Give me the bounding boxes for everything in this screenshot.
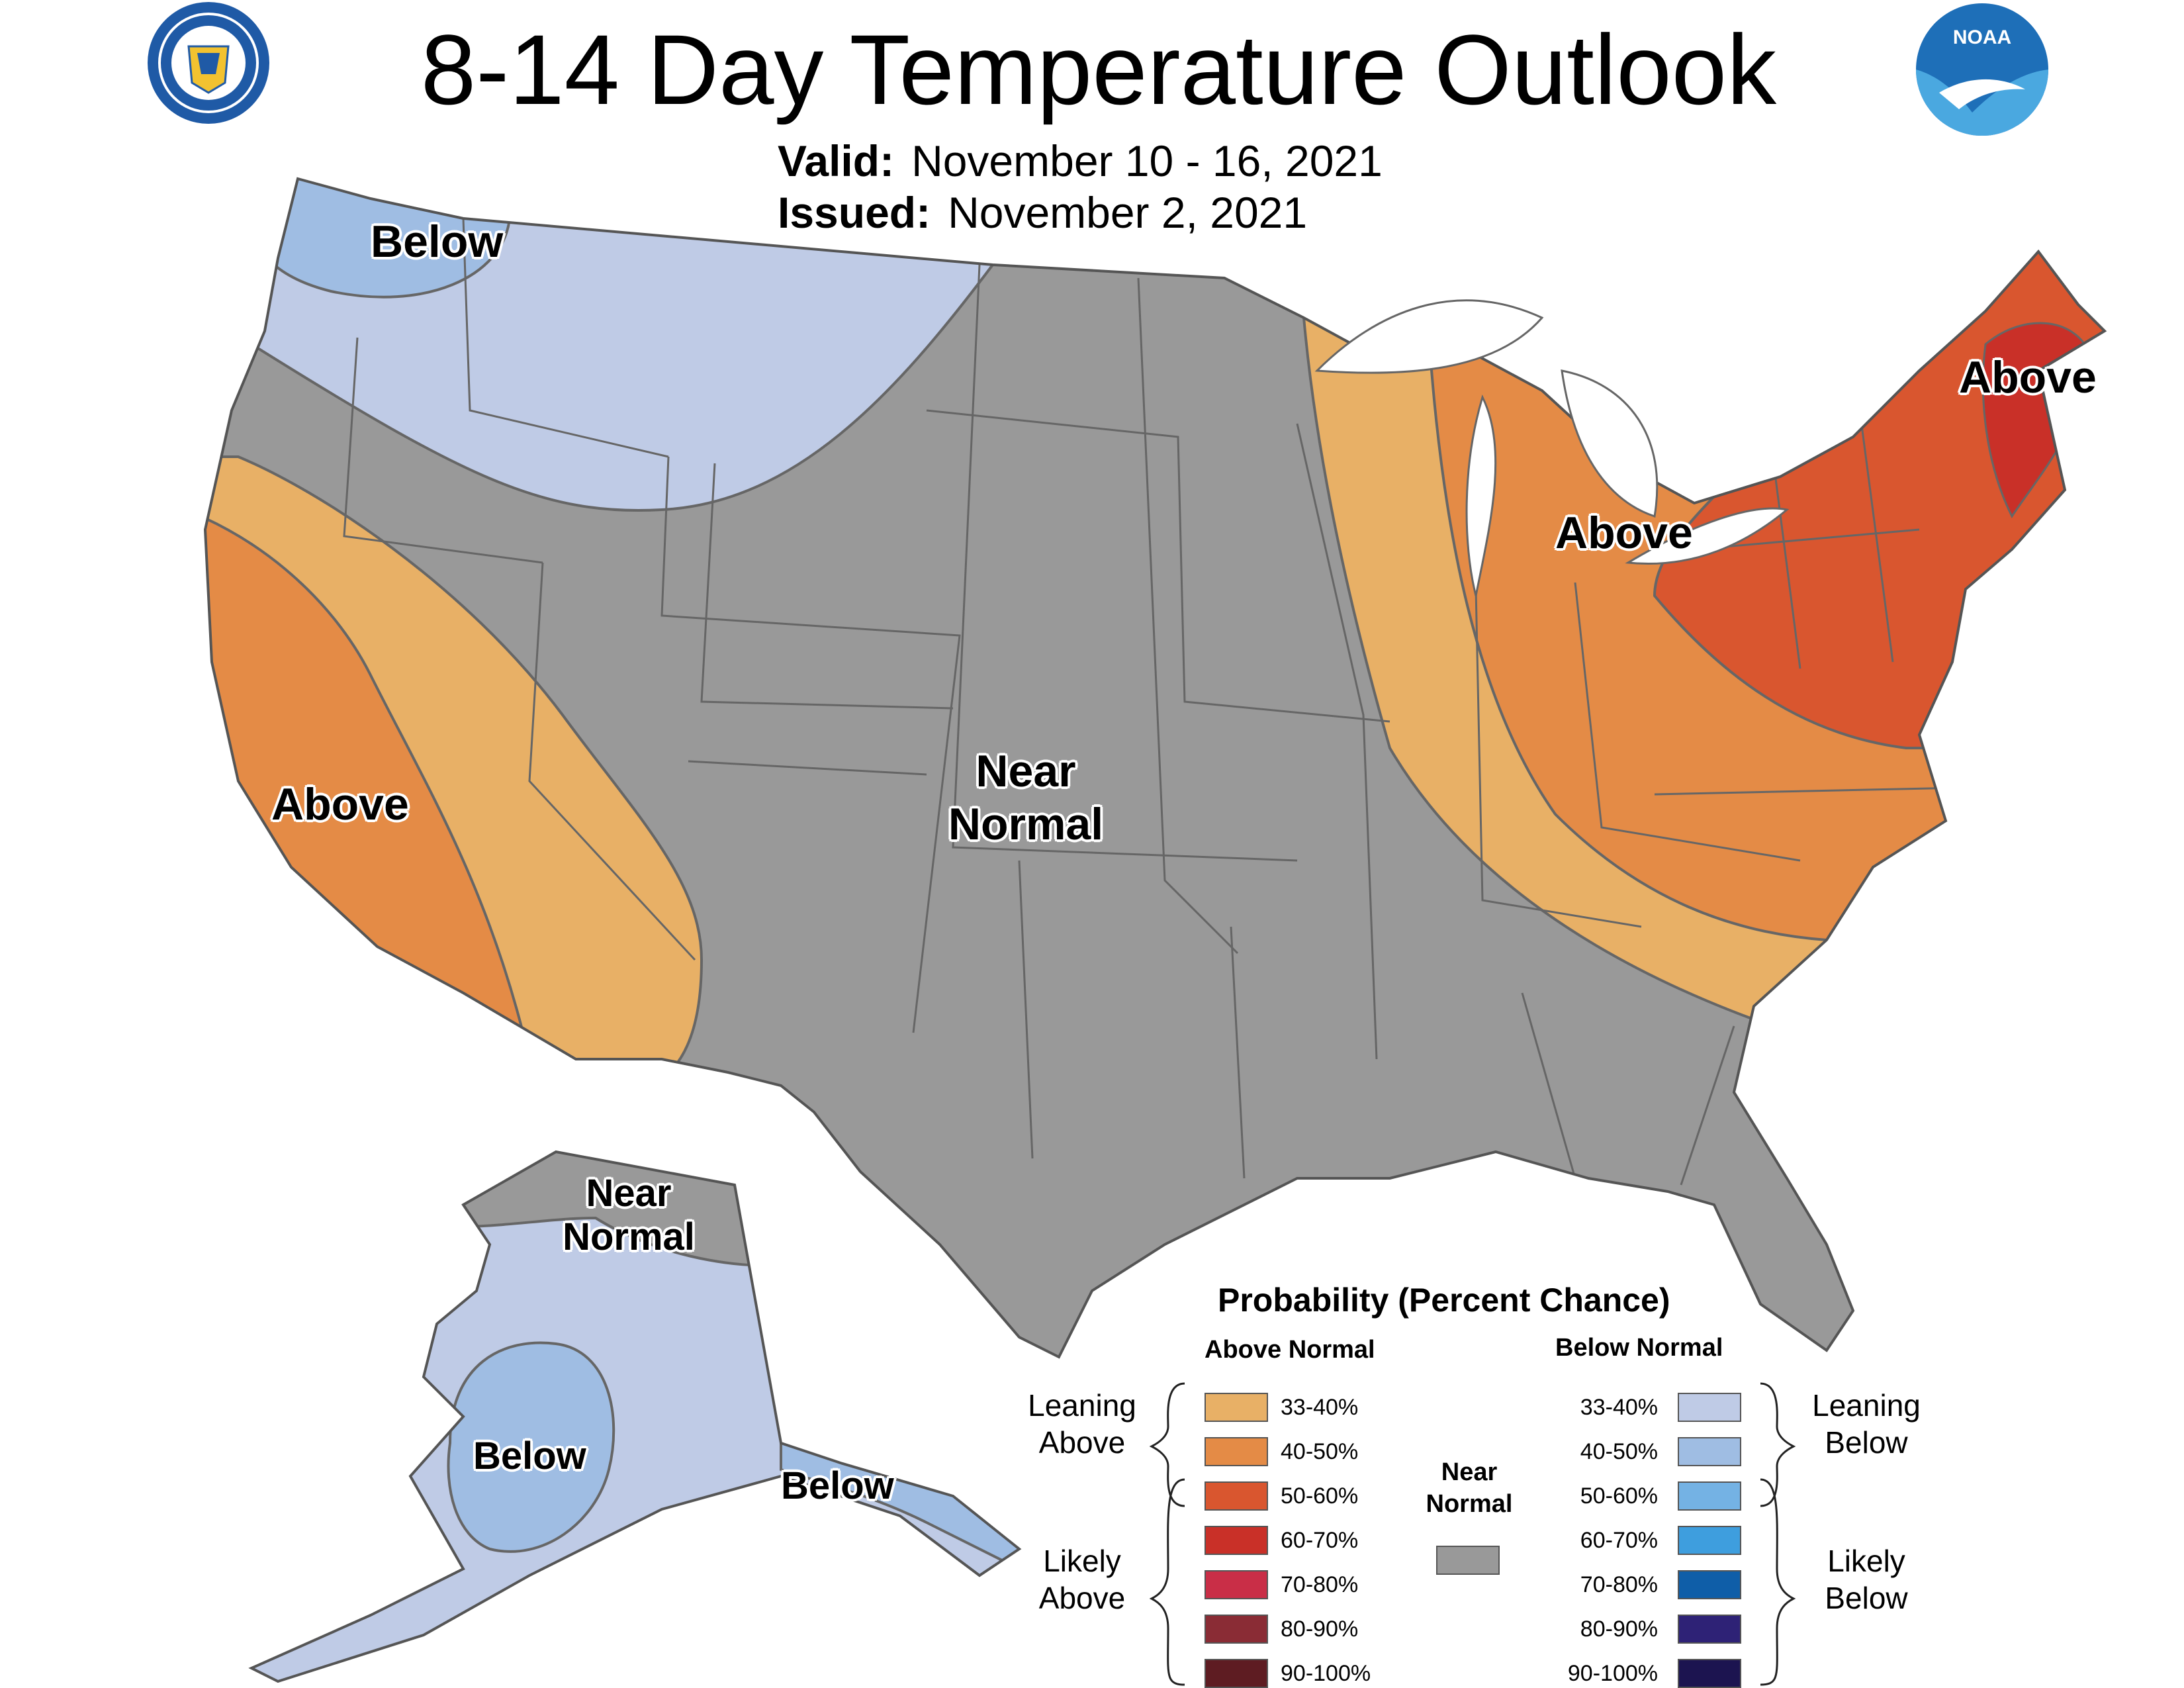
valid-dates: Valid: November 10 - 16, 2021 xyxy=(778,136,1383,186)
legend-above-range: 80-90% xyxy=(1281,1617,1359,1642)
conus-outline xyxy=(203,177,2107,1359)
region-label-ak-below: Below xyxy=(473,1434,586,1477)
seal-icon xyxy=(148,2,269,124)
legend-near-normal: Near Normal xyxy=(1416,1456,1522,1520)
state-borders xyxy=(343,218,1960,1186)
lake-michigan xyxy=(1465,394,1497,596)
likely-above-line1: Likely xyxy=(1043,1544,1121,1578)
lake-huron xyxy=(1561,369,1659,518)
leaning-above-line1: Leaning xyxy=(1028,1388,1136,1423)
legend-leaning-below: Leaning Below xyxy=(1800,1387,1933,1461)
great-lakes xyxy=(1314,299,1790,596)
legend-below-swatch xyxy=(1678,1526,1741,1555)
legend-above-header: Above Normal xyxy=(1205,1336,1375,1364)
legend-below-swatch xyxy=(1678,1481,1741,1511)
likely-below-line2: Below xyxy=(1825,1581,1908,1615)
valid-label: Valid: xyxy=(778,136,895,185)
lake-erie xyxy=(1625,507,1790,565)
conus-map xyxy=(205,179,2105,1357)
sw-alaska-below-area xyxy=(447,1341,615,1553)
legend-above-swatch xyxy=(1205,1481,1268,1511)
legend-below-range: 40-50% xyxy=(1580,1439,1658,1464)
legend-above-range: 90-100% xyxy=(1281,1661,1371,1686)
region-label-ne-above: Above xyxy=(1959,352,2097,402)
legend-below-range: 90-100% xyxy=(1567,1661,1658,1686)
legend-above-swatch xyxy=(1205,1570,1268,1599)
alaska-outline xyxy=(248,1150,1022,1683)
legend-below-range: 80-90% xyxy=(1580,1617,1658,1642)
noaa-logo-text: NOAA xyxy=(1952,26,2012,48)
region-label-central-near-normal: Near Normal xyxy=(940,745,1112,851)
issued-label: Issued: xyxy=(778,188,931,237)
legend-below-range: 33-40% xyxy=(1580,1395,1658,1420)
region-label-ak-near-normal: Near Normal xyxy=(549,1172,708,1259)
legend-below-range: 70-80% xyxy=(1580,1572,1658,1597)
leaning-below-line2: Below xyxy=(1825,1425,1908,1460)
valid-value: November 10 - 16, 2021 xyxy=(911,136,1383,185)
legend-below-range: 50-60% xyxy=(1580,1483,1658,1509)
legend-below-swatch xyxy=(1678,1437,1741,1466)
legend-below-swatch xyxy=(1678,1393,1741,1422)
lake-superior xyxy=(1314,299,1544,374)
likely-below-line1: Likely xyxy=(1827,1544,1905,1578)
issued-dates: Issued: November 2, 2021 xyxy=(778,187,1307,238)
legend-above-range: 60-70% xyxy=(1281,1528,1359,1553)
legend-above-swatch xyxy=(1205,1659,1268,1688)
legend-above-swatch xyxy=(1205,1437,1268,1466)
legend-below-range: 60-70% xyxy=(1580,1528,1658,1553)
legend-below-swatch xyxy=(1678,1615,1741,1644)
issued-value: November 2, 2021 xyxy=(948,188,1308,237)
near-normal-line1: Near xyxy=(1441,1458,1498,1486)
legend-above-swatch xyxy=(1205,1526,1268,1555)
legend-above-range: 40-50% xyxy=(1281,1439,1359,1464)
region-label-se-ak-below: Below xyxy=(781,1464,894,1507)
legend-above-range: 70-80% xyxy=(1281,1572,1359,1597)
region-label-mi-above: Above xyxy=(1555,508,1693,558)
legend-likely-below: Likely Below xyxy=(1800,1542,1933,1617)
legend-above-swatch xyxy=(1205,1393,1268,1422)
northeast-above-area xyxy=(1653,179,2105,749)
legend-below-header: Below Normal xyxy=(1555,1334,1723,1362)
legend-title: Probability (Percent Chance) xyxy=(1218,1282,1670,1319)
legend-above-range: 33-40% xyxy=(1281,1395,1359,1420)
region-label-pnw-below: Below xyxy=(371,216,504,267)
legend-above-swatch xyxy=(1205,1615,1268,1644)
legend-likely-above: Likely Above xyxy=(1016,1542,1148,1617)
ak-near-line2: Normal xyxy=(563,1215,695,1258)
noaa-icon xyxy=(1916,3,2048,136)
legend-below-swatch xyxy=(1678,1659,1741,1688)
central-near-line1: Near xyxy=(976,746,1076,796)
legend-above-range: 50-60% xyxy=(1281,1483,1359,1509)
leaning-above-line2: Above xyxy=(1038,1425,1126,1460)
legend-below-swatch xyxy=(1678,1570,1741,1599)
central-near-line2: Normal xyxy=(948,799,1104,849)
page-title: 8-14 Day Temperature Outlook xyxy=(420,14,1777,125)
legend-near-normal-swatch xyxy=(1436,1546,1500,1575)
region-label-sw-above: Above xyxy=(271,779,409,829)
leaning-below-line1: Leaning xyxy=(1812,1388,1921,1423)
legend-leaning-above: Leaning Above xyxy=(1016,1387,1148,1461)
near-normal-line2: Normal xyxy=(1426,1490,1513,1518)
likely-above-line2: Above xyxy=(1038,1581,1126,1615)
ak-near-line1: Near xyxy=(586,1172,672,1215)
